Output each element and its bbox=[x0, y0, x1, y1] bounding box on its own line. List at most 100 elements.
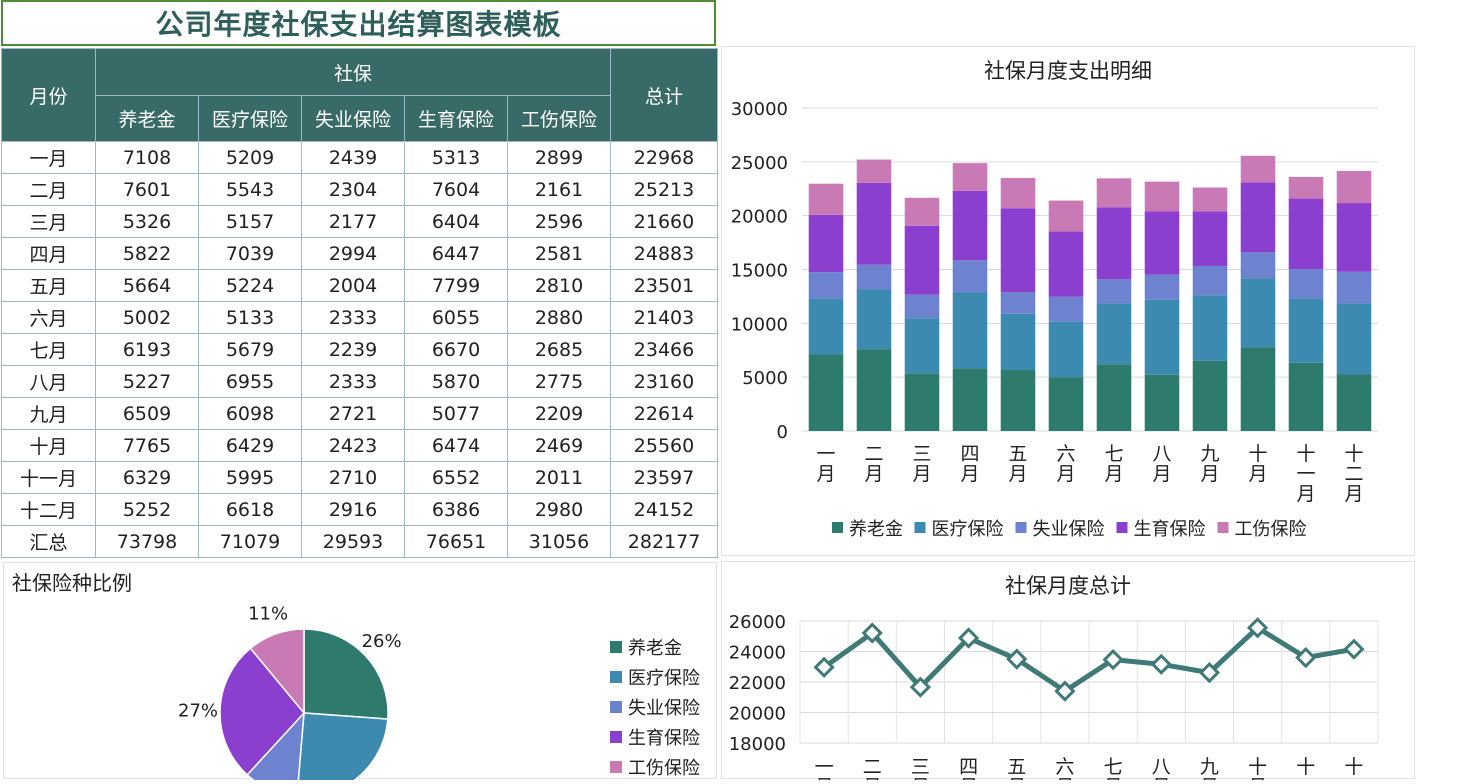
value-cell[interactable]: 6404 bbox=[404, 205, 508, 238]
value-cell[interactable]: 5252 bbox=[95, 493, 199, 526]
value-cell[interactable]: 6055 bbox=[404, 301, 508, 334]
value-cell[interactable]: 2209 bbox=[506, 397, 612, 430]
value-cell[interactable]: 2980 bbox=[506, 493, 612, 526]
month-cell[interactable]: 九月 bbox=[1, 397, 96, 430]
total-cell[interactable]: 23597 bbox=[610, 461, 719, 494]
value-cell[interactable]: 5133 bbox=[198, 301, 302, 334]
value-cell[interactable]: 2994 bbox=[301, 237, 405, 270]
total-cell[interactable]: 21403 bbox=[610, 301, 719, 334]
value-cell[interactable]: 5995 bbox=[198, 461, 302, 494]
value-cell[interactable]: 5870 bbox=[404, 365, 508, 398]
value-cell[interactable]: 2880 bbox=[506, 301, 612, 334]
header-item[interactable]: 医疗保险 bbox=[198, 95, 302, 142]
summary-label-cell[interactable]: 汇总 bbox=[1, 525, 96, 558]
value-cell[interactable]: 2177 bbox=[301, 205, 405, 238]
value-cell[interactable]: 7604 bbox=[404, 173, 508, 206]
total-cell[interactable]: 24152 bbox=[610, 493, 719, 526]
value-cell[interactable]: 2423 bbox=[301, 429, 405, 462]
month-cell[interactable]: 二月 bbox=[1, 173, 96, 206]
value-cell[interactable]: 6098 bbox=[198, 397, 302, 430]
month-cell[interactable]: 一月 bbox=[1, 141, 96, 174]
value-cell[interactable]: 2685 bbox=[506, 333, 612, 366]
value-cell[interactable]: 6509 bbox=[95, 397, 199, 430]
total-cell[interactable]: 24883 bbox=[610, 237, 719, 270]
value-cell[interactable]: 7765 bbox=[95, 429, 199, 462]
value-cell[interactable]: 2810 bbox=[506, 269, 612, 302]
value-cell[interactable]: 6193 bbox=[95, 333, 199, 366]
month-cell[interactable]: 十月 bbox=[1, 429, 96, 462]
month-cell[interactable]: 十二月 bbox=[1, 493, 96, 526]
value-cell[interactable]: 5002 bbox=[95, 301, 199, 334]
line-chart-panel[interactable]: 社保月度总计 18000 20000 22000 24000 26000 一月 二月 三月 四月 五… bbox=[721, 561, 1415, 784]
value-cell[interactable]: 2899 bbox=[506, 141, 612, 174]
total-cell[interactable]: 22614 bbox=[610, 397, 719, 430]
value-cell[interactable]: 6618 bbox=[198, 493, 302, 526]
month-cell[interactable]: 七月 bbox=[1, 333, 96, 366]
value-cell[interactable]: 7108 bbox=[95, 141, 199, 174]
bar-chart-panel[interactable]: 社保月度支出明细 0 5000 10000 15000 20000 25000 30000 一月… bbox=[721, 46, 1415, 556]
month-cell[interactable]: 三月 bbox=[1, 205, 96, 238]
value-cell[interactable]: 5313 bbox=[404, 141, 508, 174]
value-cell[interactable]: 6474 bbox=[404, 429, 508, 462]
value-cell[interactable]: 6386 bbox=[404, 493, 508, 526]
value-cell[interactable]: 5209 bbox=[198, 141, 302, 174]
total-cell[interactable]: 23160 bbox=[610, 365, 719, 398]
value-cell[interactable]: 5326 bbox=[95, 205, 199, 238]
value-cell[interactable]: 2439 bbox=[301, 141, 405, 174]
summary-value-cell[interactable]: 76651 bbox=[404, 525, 508, 558]
value-cell[interactable]: 2710 bbox=[301, 461, 405, 494]
value-cell[interactable]: 2581 bbox=[506, 237, 612, 270]
total-cell[interactable]: 25213 bbox=[610, 173, 719, 206]
value-cell[interactable]: 5679 bbox=[198, 333, 302, 366]
value-cell[interactable]: 2596 bbox=[506, 205, 612, 238]
value-cell[interactable]: 5822 bbox=[95, 237, 199, 270]
header-total[interactable]: 总计 bbox=[610, 48, 719, 142]
value-cell[interactable]: 2333 bbox=[301, 365, 405, 398]
value-cell[interactable]: 2721 bbox=[301, 397, 405, 430]
value-cell[interactable]: 7601 bbox=[95, 173, 199, 206]
value-cell[interactable]: 5664 bbox=[95, 269, 199, 302]
value-cell[interactable]: 2916 bbox=[301, 493, 405, 526]
value-cell[interactable]: 6670 bbox=[404, 333, 508, 366]
value-cell[interactable]: 5077 bbox=[404, 397, 508, 430]
header-item[interactable]: 养老金 bbox=[95, 95, 199, 142]
value-cell[interactable]: 2239 bbox=[301, 333, 405, 366]
value-cell[interactable]: 2161 bbox=[506, 173, 612, 206]
value-cell[interactable]: 5157 bbox=[198, 205, 302, 238]
value-cell[interactable]: 2775 bbox=[506, 365, 612, 398]
value-cell[interactable]: 7799 bbox=[404, 269, 508, 302]
pie-chart-panel[interactable]: 社保险种比例 26% 27% 11% 养老金 医疗保险 失业保险 生育保险 工伤保险 bbox=[3, 562, 717, 784]
total-cell[interactable]: 23501 bbox=[610, 269, 719, 302]
header-month[interactable]: 月份 bbox=[1, 48, 96, 142]
value-cell[interactable]: 5227 bbox=[95, 365, 199, 398]
value-cell[interactable]: 6329 bbox=[95, 461, 199, 494]
header-item[interactable]: 失业保险 bbox=[301, 95, 405, 142]
summary-value-cell[interactable]: 29593 bbox=[301, 525, 405, 558]
header-item[interactable]: 生育保险 bbox=[404, 95, 508, 142]
total-cell[interactable]: 22968 bbox=[610, 141, 719, 174]
header-item[interactable]: 工伤保险 bbox=[506, 95, 612, 142]
month-cell[interactable]: 八月 bbox=[1, 365, 96, 398]
value-cell[interactable]: 2469 bbox=[506, 429, 612, 462]
value-cell[interactable]: 7039 bbox=[198, 237, 302, 270]
value-cell[interactable]: 2011 bbox=[506, 461, 612, 494]
value-cell[interactable]: 5543 bbox=[198, 173, 302, 206]
summary-value-cell[interactable]: 71079 bbox=[198, 525, 302, 558]
value-cell[interactable]: 2333 bbox=[301, 301, 405, 334]
value-cell[interactable]: 6429 bbox=[198, 429, 302, 462]
month-cell[interactable]: 五月 bbox=[1, 269, 96, 302]
value-cell[interactable]: 5224 bbox=[198, 269, 302, 302]
month-cell[interactable]: 十一月 bbox=[1, 461, 96, 494]
value-cell[interactable]: 2004 bbox=[301, 269, 405, 302]
header-group[interactable]: 社保 bbox=[94, 48, 612, 96]
month-cell[interactable]: 四月 bbox=[1, 237, 96, 270]
value-cell[interactable]: 6552 bbox=[404, 461, 508, 494]
total-cell[interactable]: 25560 bbox=[610, 429, 719, 462]
month-cell[interactable]: 六月 bbox=[1, 301, 96, 334]
summary-value-cell[interactable]: 73798 bbox=[95, 525, 199, 558]
value-cell[interactable]: 6955 bbox=[198, 365, 302, 398]
total-cell[interactable]: 23466 bbox=[610, 333, 719, 366]
value-cell[interactable]: 2304 bbox=[301, 173, 405, 206]
value-cell[interactable]: 6447 bbox=[404, 237, 508, 270]
summary-value-cell[interactable]: 31056 bbox=[506, 525, 612, 558]
